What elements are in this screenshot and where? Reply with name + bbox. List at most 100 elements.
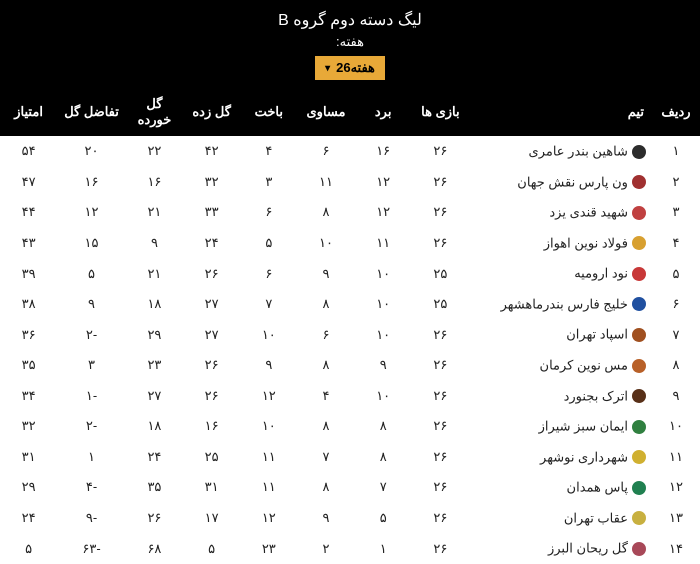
cell-drawn: ۹	[297, 503, 354, 534]
cell-ga: ۲۱	[126, 258, 183, 289]
cell-drawn: ۲	[297, 533, 354, 564]
cell-ga: ۳۵	[126, 472, 183, 503]
cell-pts: ۵۴	[0, 136, 57, 167]
league-title: لیگ دسته دوم گروه B	[0, 10, 700, 30]
cell-won: ۹	[355, 350, 412, 381]
cell-ga: ۱۸	[126, 411, 183, 442]
table-row: ۷اسپاد تهران۲۶۱۰۶۱۰۲۷۲۹-۲۳۶	[0, 319, 700, 350]
cell-gf: ۲۴	[183, 228, 240, 259]
cell-gd: -۲	[57, 319, 126, 350]
cell-team: اترک بجنورد	[469, 381, 652, 412]
cell-gf: ۳۱	[183, 472, 240, 503]
table-row: ۱۲پاس همدان۲۶۷۸۱۱۳۱۳۵-۴۲۹	[0, 472, 700, 503]
cell-team: خلیج فارس بندرماهشهر	[469, 289, 652, 320]
table-row: ۱۳عقاب تهران۲۶۵۹۱۲۱۷۲۶-۹۲۴	[0, 503, 700, 534]
cell-team: مس نوین کرمان	[469, 350, 652, 381]
cell-pts: ۳۶	[0, 319, 57, 350]
team-logo-icon	[632, 145, 646, 159]
cell-lost: ۱۲	[240, 503, 297, 534]
standings-table-wrap: ردیف تیم بازی ها برد مساوی باخت گل زده گ…	[0, 88, 700, 564]
table-row: ۱۰ایمان سبز شیراز۲۶۸۸۱۰۱۶۱۸-۲۳۲	[0, 411, 700, 442]
cell-won: ۸	[355, 411, 412, 442]
team-name: نود ارومیه	[574, 266, 628, 281]
cell-ga: ۲۲	[126, 136, 183, 167]
cell-gd: ۵	[57, 258, 126, 289]
cell-drawn: ۸	[297, 411, 354, 442]
team-name: خلیج فارس بندرماهشهر	[501, 296, 628, 311]
cell-rank: ۱۳	[652, 503, 700, 534]
cell-played: ۲۶	[412, 472, 469, 503]
cell-team: پاس همدان	[469, 472, 652, 503]
cell-ga: ۲۴	[126, 442, 183, 473]
cell-rank: ۱	[652, 136, 700, 167]
team-name: پاس همدان	[567, 480, 628, 495]
cell-gd: ۱۶	[57, 167, 126, 198]
table-row: ۳شهید قندی یزد۲۶۱۲۸۶۳۳۲۱۱۲۴۴	[0, 197, 700, 228]
cell-pts: ۳۱	[0, 442, 57, 473]
table-body: ۱شاهین بندر عامری۲۶۱۶۶۴۴۲۲۲۲۰۵۴۲ون پارس …	[0, 136, 700, 564]
team-logo-icon	[632, 267, 646, 281]
cell-won: ۱۱	[355, 228, 412, 259]
cell-won: ۱۰	[355, 289, 412, 320]
cell-pts: ۳۲	[0, 411, 57, 442]
cell-gf: ۲۶	[183, 258, 240, 289]
col-drawn: مساوی	[297, 88, 354, 136]
cell-lost: ۵	[240, 228, 297, 259]
col-pts: امتیاز	[0, 88, 57, 136]
cell-team: ایمان سبز شیراز	[469, 411, 652, 442]
cell-ga: ۱۸	[126, 289, 183, 320]
team-name: گل ریحان البرز	[548, 541, 628, 556]
cell-team: شهید قندی یزد	[469, 197, 652, 228]
cell-played: ۲۶	[412, 136, 469, 167]
week-label: هفته:	[0, 34, 700, 50]
team-logo-icon	[632, 359, 646, 373]
cell-gf: ۱۶	[183, 411, 240, 442]
cell-gf: ۵	[183, 533, 240, 564]
team-name: ون پارس نقش جهان	[517, 174, 628, 189]
cell-ga: ۲۳	[126, 350, 183, 381]
cell-gf: ۳۲	[183, 167, 240, 198]
team-logo-icon	[632, 206, 646, 220]
cell-rank: ۱۰	[652, 411, 700, 442]
cell-team: نود ارومیه	[469, 258, 652, 289]
cell-played: ۲۵	[412, 289, 469, 320]
cell-gf: ۳۳	[183, 197, 240, 228]
table-row: ۴فولاد نوین اهواز۲۶۱۱۱۰۵۲۴۹۱۵۴۳	[0, 228, 700, 259]
cell-pts: ۲۹	[0, 472, 57, 503]
table-header-row: ردیف تیم بازی ها برد مساوی باخت گل زده گ…	[0, 88, 700, 136]
cell-ga: ۹	[126, 228, 183, 259]
cell-won: ۷	[355, 472, 412, 503]
col-played: بازی ها	[412, 88, 469, 136]
col-ga: گل خورده	[126, 88, 183, 136]
cell-rank: ۷	[652, 319, 700, 350]
team-logo-icon	[632, 297, 646, 311]
team-logo-icon	[632, 481, 646, 495]
cell-lost: ۶	[240, 258, 297, 289]
cell-gf: ۴۲	[183, 136, 240, 167]
cell-ga: ۱۶	[126, 167, 183, 198]
cell-pts: ۴۴	[0, 197, 57, 228]
col-gf: گل زده	[183, 88, 240, 136]
cell-team: اسپاد تهران	[469, 319, 652, 350]
cell-drawn: ۶	[297, 319, 354, 350]
cell-pts: ۳۵	[0, 350, 57, 381]
cell-lost: ۹	[240, 350, 297, 381]
cell-played: ۲۶	[412, 503, 469, 534]
cell-won: ۱۶	[355, 136, 412, 167]
cell-pts: ۴۳	[0, 228, 57, 259]
col-gd: تفاضل گل	[57, 88, 126, 136]
chevron-down-icon: ▾	[325, 63, 330, 74]
cell-lost: ۴	[240, 136, 297, 167]
cell-drawn: ۱۱	[297, 167, 354, 198]
cell-rank: ۸	[652, 350, 700, 381]
team-name: شهرداری نوشهر	[540, 449, 628, 464]
cell-lost: ۱۲	[240, 381, 297, 412]
cell-lost: ۶	[240, 197, 297, 228]
cell-gd: -۴	[57, 472, 126, 503]
cell-drawn: ۸	[297, 289, 354, 320]
cell-gd: ۱۲	[57, 197, 126, 228]
col-team: تیم	[469, 88, 652, 136]
cell-played: ۲۶	[412, 197, 469, 228]
cell-ga: ۲۷	[126, 381, 183, 412]
week-selector[interactable]: هفته26 ▾	[315, 56, 385, 80]
